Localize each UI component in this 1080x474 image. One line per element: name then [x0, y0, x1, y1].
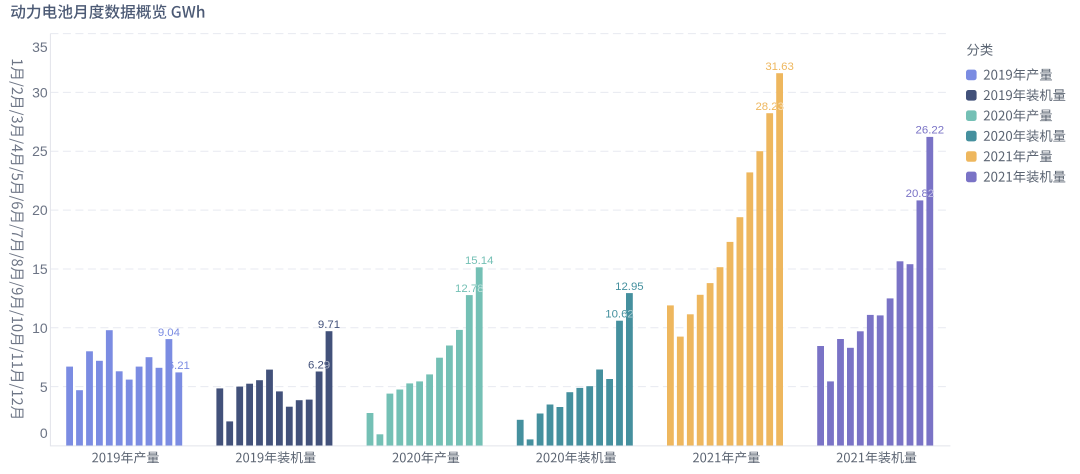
- svg-text:26.22: 26.22: [916, 125, 945, 137]
- svg-text:20.82: 20.82: [906, 188, 935, 200]
- svg-text:15.14: 15.14: [465, 255, 494, 267]
- svg-text:6.21: 6.21: [168, 360, 190, 372]
- svg-text:9.71: 9.71: [318, 319, 340, 331]
- svg-text:15: 15: [32, 261, 48, 277]
- svg-text:20: 20: [32, 202, 48, 218]
- svg-text:31.63: 31.63: [765, 61, 794, 73]
- svg-text:10: 10: [32, 320, 48, 336]
- svg-text:0: 0: [40, 425, 48, 441]
- svg-text:6.29: 6.29: [308, 359, 330, 371]
- svg-text:10.62: 10.62: [605, 309, 634, 321]
- svg-text:35: 35: [32, 39, 48, 55]
- svg-text:5: 5: [40, 379, 48, 395]
- svg-text:6.29: 6.29: [308, 359, 330, 371]
- svg-text:12.95: 12.95: [615, 281, 644, 293]
- svg-text:28.23: 28.23: [755, 101, 784, 113]
- svg-text:25: 25: [32, 143, 48, 159]
- svg-text:12.78: 12.78: [455, 283, 484, 295]
- svg-text:30: 30: [32, 84, 48, 100]
- svg-text:9.04: 9.04: [158, 327, 180, 339]
